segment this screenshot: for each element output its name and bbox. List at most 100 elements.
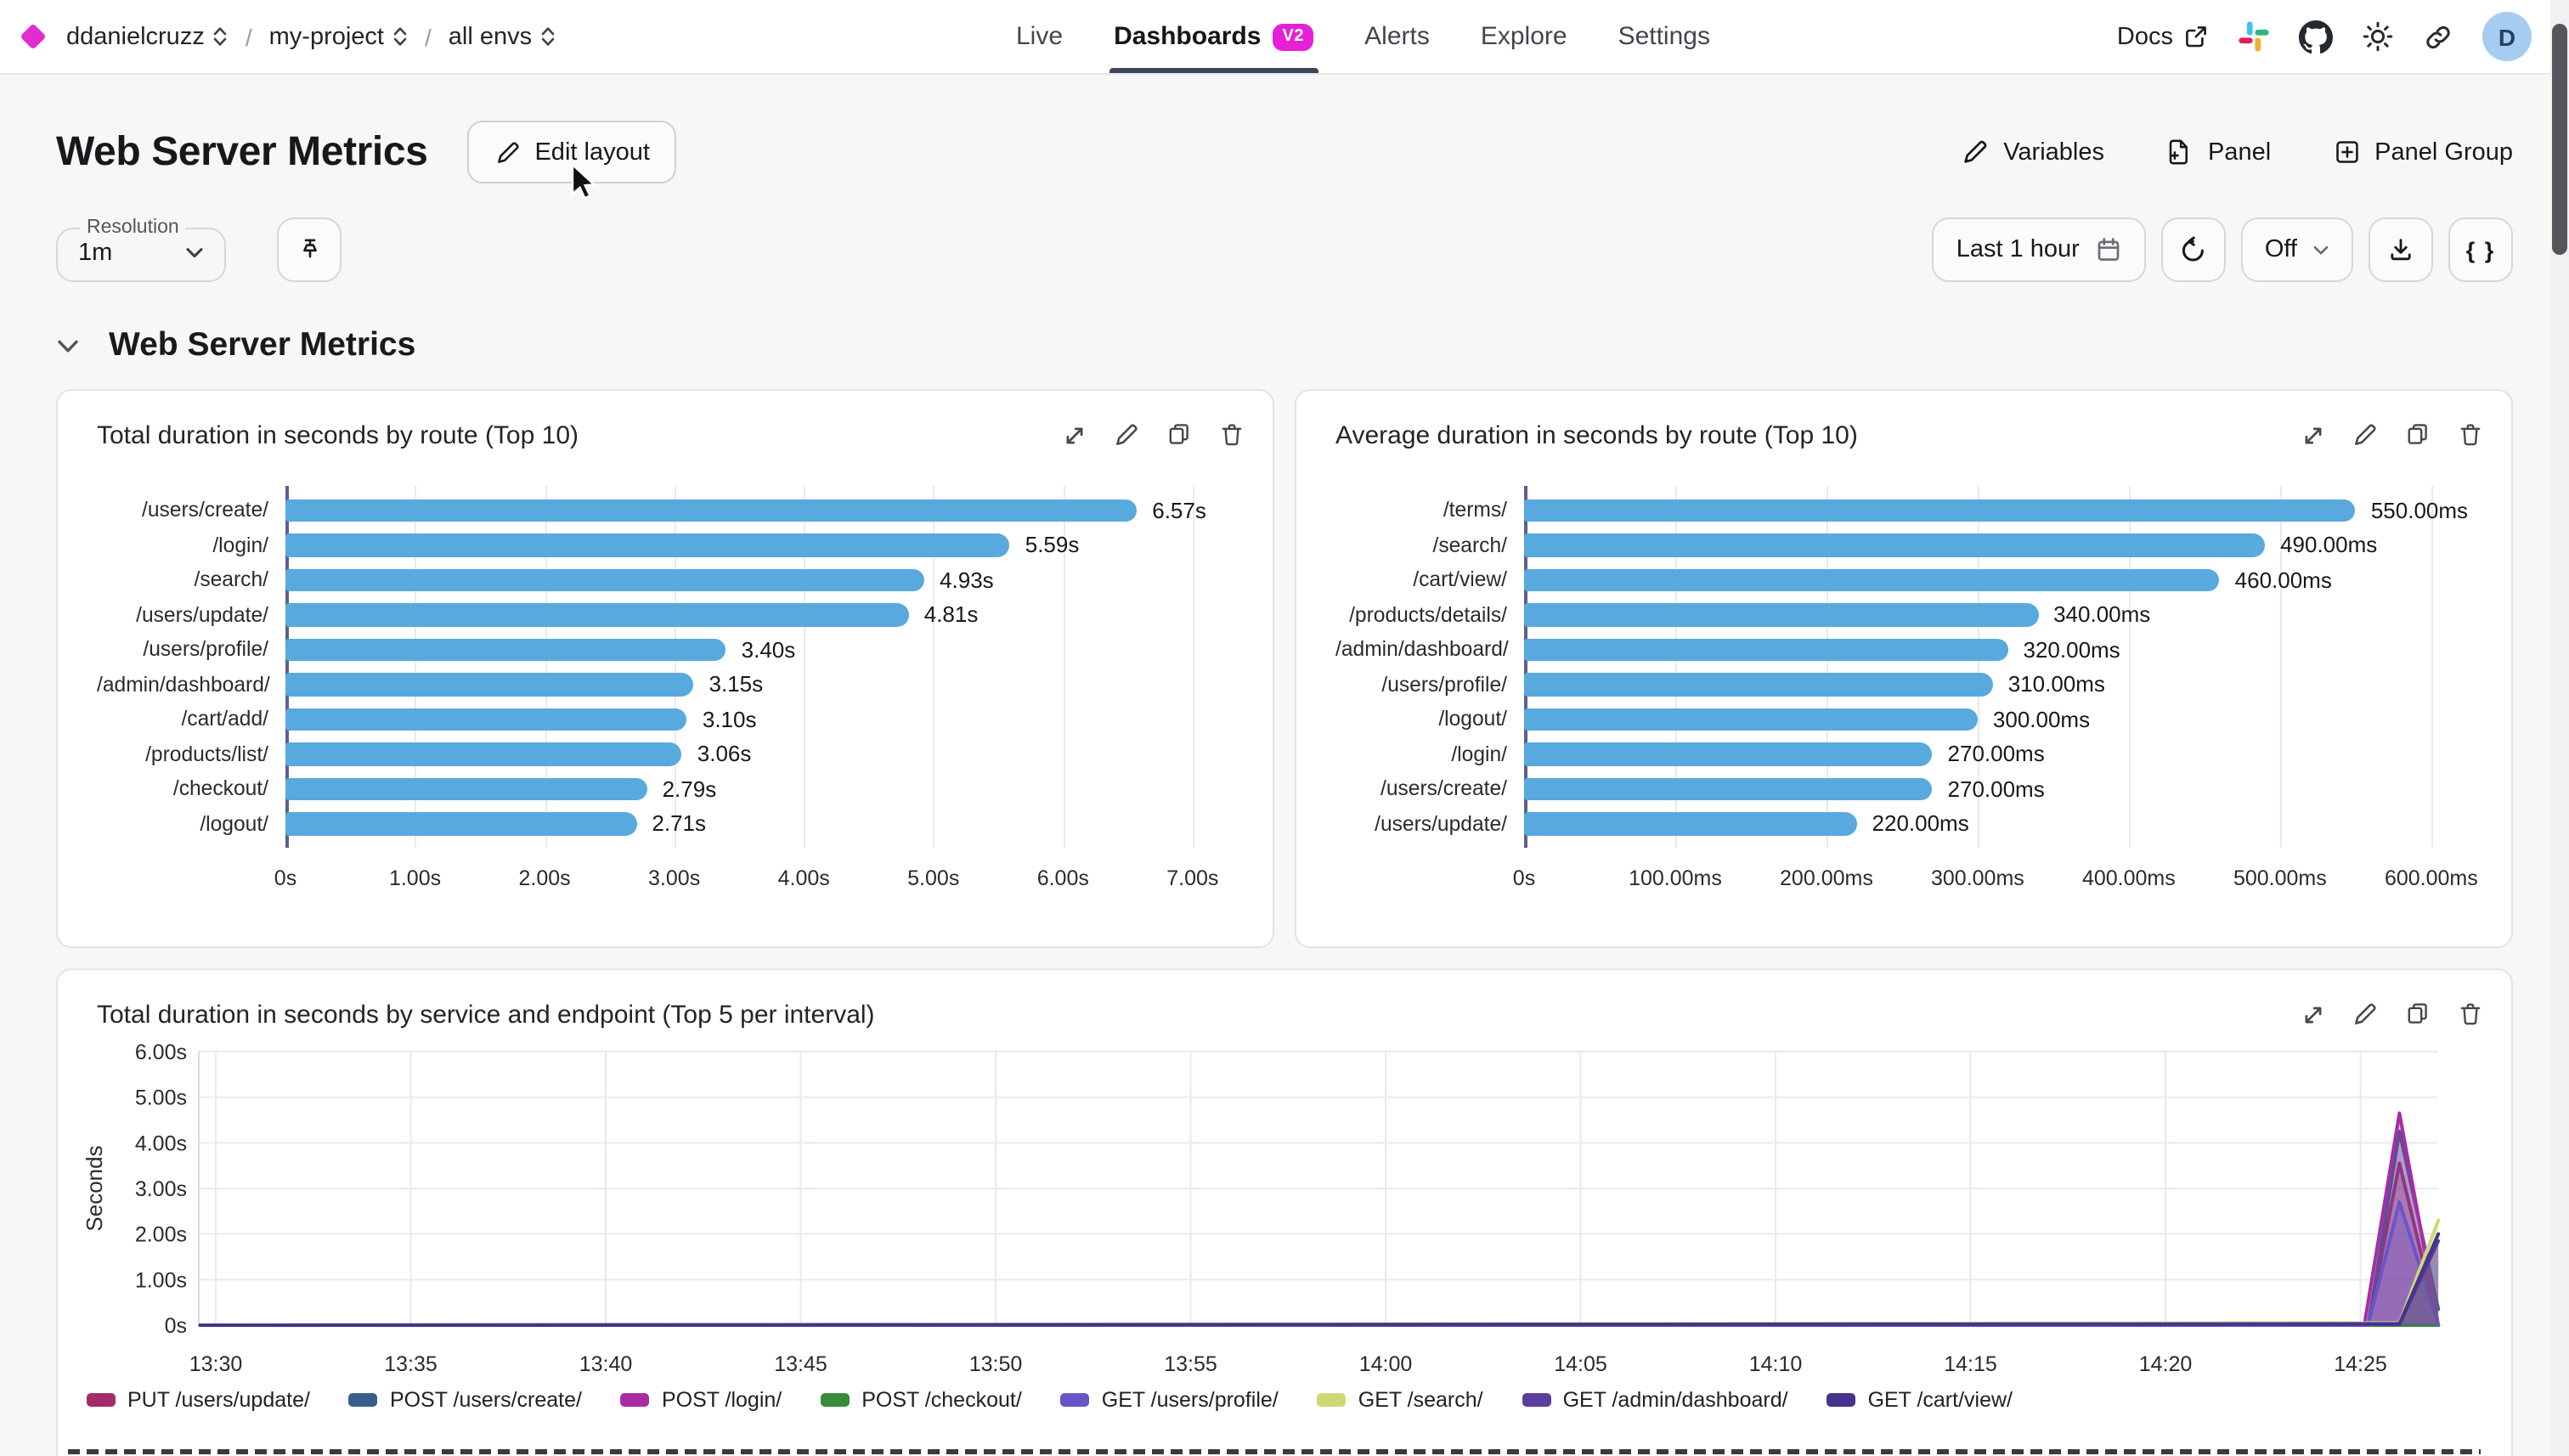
bar[interactable] [285, 638, 726, 661]
edit-layout-button[interactable]: Edit layout [466, 121, 677, 183]
breadcrumb-env[interactable]: all envs [449, 23, 556, 50]
series-line [198, 1161, 2441, 1327]
x-tick-label: 14:00 [1359, 1352, 1413, 1376]
download-button[interactable] [2369, 217, 2433, 282]
panel-group-header[interactable]: Web Server Metrics [56, 326, 2513, 365]
bar[interactable] [1524, 777, 1933, 800]
duplicate-panel-button[interactable] [1164, 420, 1194, 450]
legend-swatch-icon [87, 1393, 116, 1407]
duplicate-panel-button[interactable] [2402, 999, 2433, 1030]
panel-title: Total duration in seconds by service and… [97, 1000, 875, 1029]
share-link-button[interactable] [2423, 21, 2453, 52]
delete-panel-button[interactable] [2455, 999, 2486, 1030]
expand-button[interactable] [2297, 999, 2328, 1030]
gridline [285, 486, 289, 848]
bar[interactable] [285, 708, 687, 731]
bar[interactable] [1524, 638, 2008, 661]
bar[interactable] [1524, 812, 1857, 835]
legend-item[interactable]: GET /cart/view/ [1827, 1388, 2013, 1412]
legend-item[interactable]: POST /checkout/ [821, 1388, 1022, 1412]
query-json-button[interactable]: { } [2448, 217, 2513, 282]
edit-panel-button[interactable] [2350, 999, 2380, 1030]
panel-header: Total duration in seconds by service and… [58, 970, 2511, 1030]
duplicate-panel-button[interactable] [2402, 420, 2433, 450]
delete-panel-button[interactable] [2455, 420, 2486, 450]
category-label: /products/details/ [1349, 602, 1507, 626]
pencil-icon [1116, 424, 1138, 445]
time-controls: Last 1 hour Off { } [1932, 217, 2513, 282]
bar-value-label: 270.00ms [1947, 776, 2045, 802]
bar[interactable] [285, 603, 909, 626]
time-range-button[interactable]: Last 1 hour [1932, 217, 2146, 282]
user-avatar[interactable]: D [2482, 12, 2532, 61]
bar[interactable] [1524, 673, 1993, 696]
refresh-button[interactable] [2160, 217, 2226, 282]
y-tick-label: 2.00s [135, 1223, 187, 1247]
bar[interactable] [285, 812, 637, 835]
category-label: /admin/dashboard/ [97, 672, 270, 696]
category-label: /login/ [1451, 742, 1507, 765]
legend-item[interactable]: POST /users/create/ [348, 1388, 582, 1412]
org-name: ddanielcruzz [66, 23, 205, 50]
add-panel-group-button[interactable]: Panel Group [2332, 138, 2513, 166]
legend-item[interactable]: POST /login/ [620, 1388, 782, 1412]
bar-value-label: 3.10s [702, 706, 757, 732]
bar[interactable] [285, 533, 1010, 556]
panel-actions [2297, 999, 2486, 1030]
bar[interactable] [1524, 568, 2220, 591]
auto-refresh-select[interactable]: Off [2240, 217, 2353, 282]
bar[interactable] [285, 499, 1138, 522]
copy-icon [2408, 424, 2427, 444]
x-tick-label: 13:30 [189, 1352, 243, 1376]
time-series-plot[interactable]: 13:30 13:35 13:40 13:45 13:50 13:55 14:00 14:05… [58, 1036, 2494, 1386]
category-label: /cart/view/ [1413, 567, 1507, 591]
pin-button[interactable] [277, 217, 342, 282]
bar-row: 490.00ms [1524, 528, 2484, 562]
trash-icon [2460, 424, 2481, 446]
breadcrumb-org[interactable]: ddanielcruzz [66, 23, 229, 50]
series-line [198, 1232, 2441, 1327]
tab-dashboards[interactable]: Dashboards V2 [1109, 0, 1318, 73]
category-label: /search/ [1432, 533, 1508, 556]
bar[interactable] [1524, 499, 2356, 522]
panel-title: Average duration in seconds by route (To… [1335, 420, 1858, 449]
bar[interactable] [285, 673, 694, 696]
github-button[interactable] [2299, 20, 2333, 54]
legend-label: POST /checkout/ [861, 1388, 1022, 1412]
bar[interactable] [285, 777, 647, 800]
expand-button[interactable] [1059, 420, 1089, 450]
tab-explore[interactable]: Explore [1481, 0, 1567, 73]
env-name: all envs [448, 23, 533, 50]
edit-panel-button[interactable] [2350, 420, 2380, 450]
breadcrumb-project[interactable]: my-project [269, 23, 408, 50]
expand-button[interactable] [2297, 420, 2328, 450]
legend-item[interactable]: GET /users/profile/ [1060, 1388, 1279, 1412]
bar-chart-average-duration: /terms/ /search/ /cart/view/ /products/deta… [1335, 486, 2484, 909]
delete-panel-button[interactable] [1217, 420, 1247, 450]
slack-button[interactable] [2238, 20, 2270, 53]
legend-item[interactable]: PUT /users/update/ [87, 1388, 310, 1412]
bar[interactable] [1524, 708, 1978, 731]
legend-item[interactable]: GET /search/ [1317, 1388, 1483, 1412]
sun-icon [2363, 21, 2393, 52]
bar[interactable] [285, 568, 925, 591]
edit-panel-button[interactable] [1111, 420, 1142, 450]
tab-live[interactable]: Live [1016, 0, 1063, 73]
tab-alerts[interactable]: Alerts [1364, 0, 1430, 73]
bar[interactable] [285, 742, 682, 765]
tab-settings[interactable]: Settings [1618, 0, 1710, 73]
v2-badge: V2 [1273, 23, 1314, 50]
legend-item[interactable]: GET /admin/dashboard/ [1522, 1388, 1788, 1412]
scrollbar-thumb[interactable] [2552, 24, 2567, 255]
variables-button[interactable]: Variables [1961, 138, 2104, 166]
bar[interactable] [1524, 533, 2266, 556]
bar-value-label: 320.00ms [2023, 636, 2120, 663]
bar[interactable] [1524, 603, 2039, 626]
bar[interactable] [1524, 742, 1933, 765]
add-panel-button[interactable]: Panel [2165, 138, 2271, 166]
resolution-select[interactable]: Resolution 1m [56, 217, 226, 282]
theme-toggle-button[interactable] [2362, 20, 2394, 53]
docs-link[interactable]: Docs [2117, 23, 2209, 50]
scrollbar-track[interactable] [2550, 0, 2569, 1456]
bar-value-label: 2.71s [652, 810, 707, 837]
